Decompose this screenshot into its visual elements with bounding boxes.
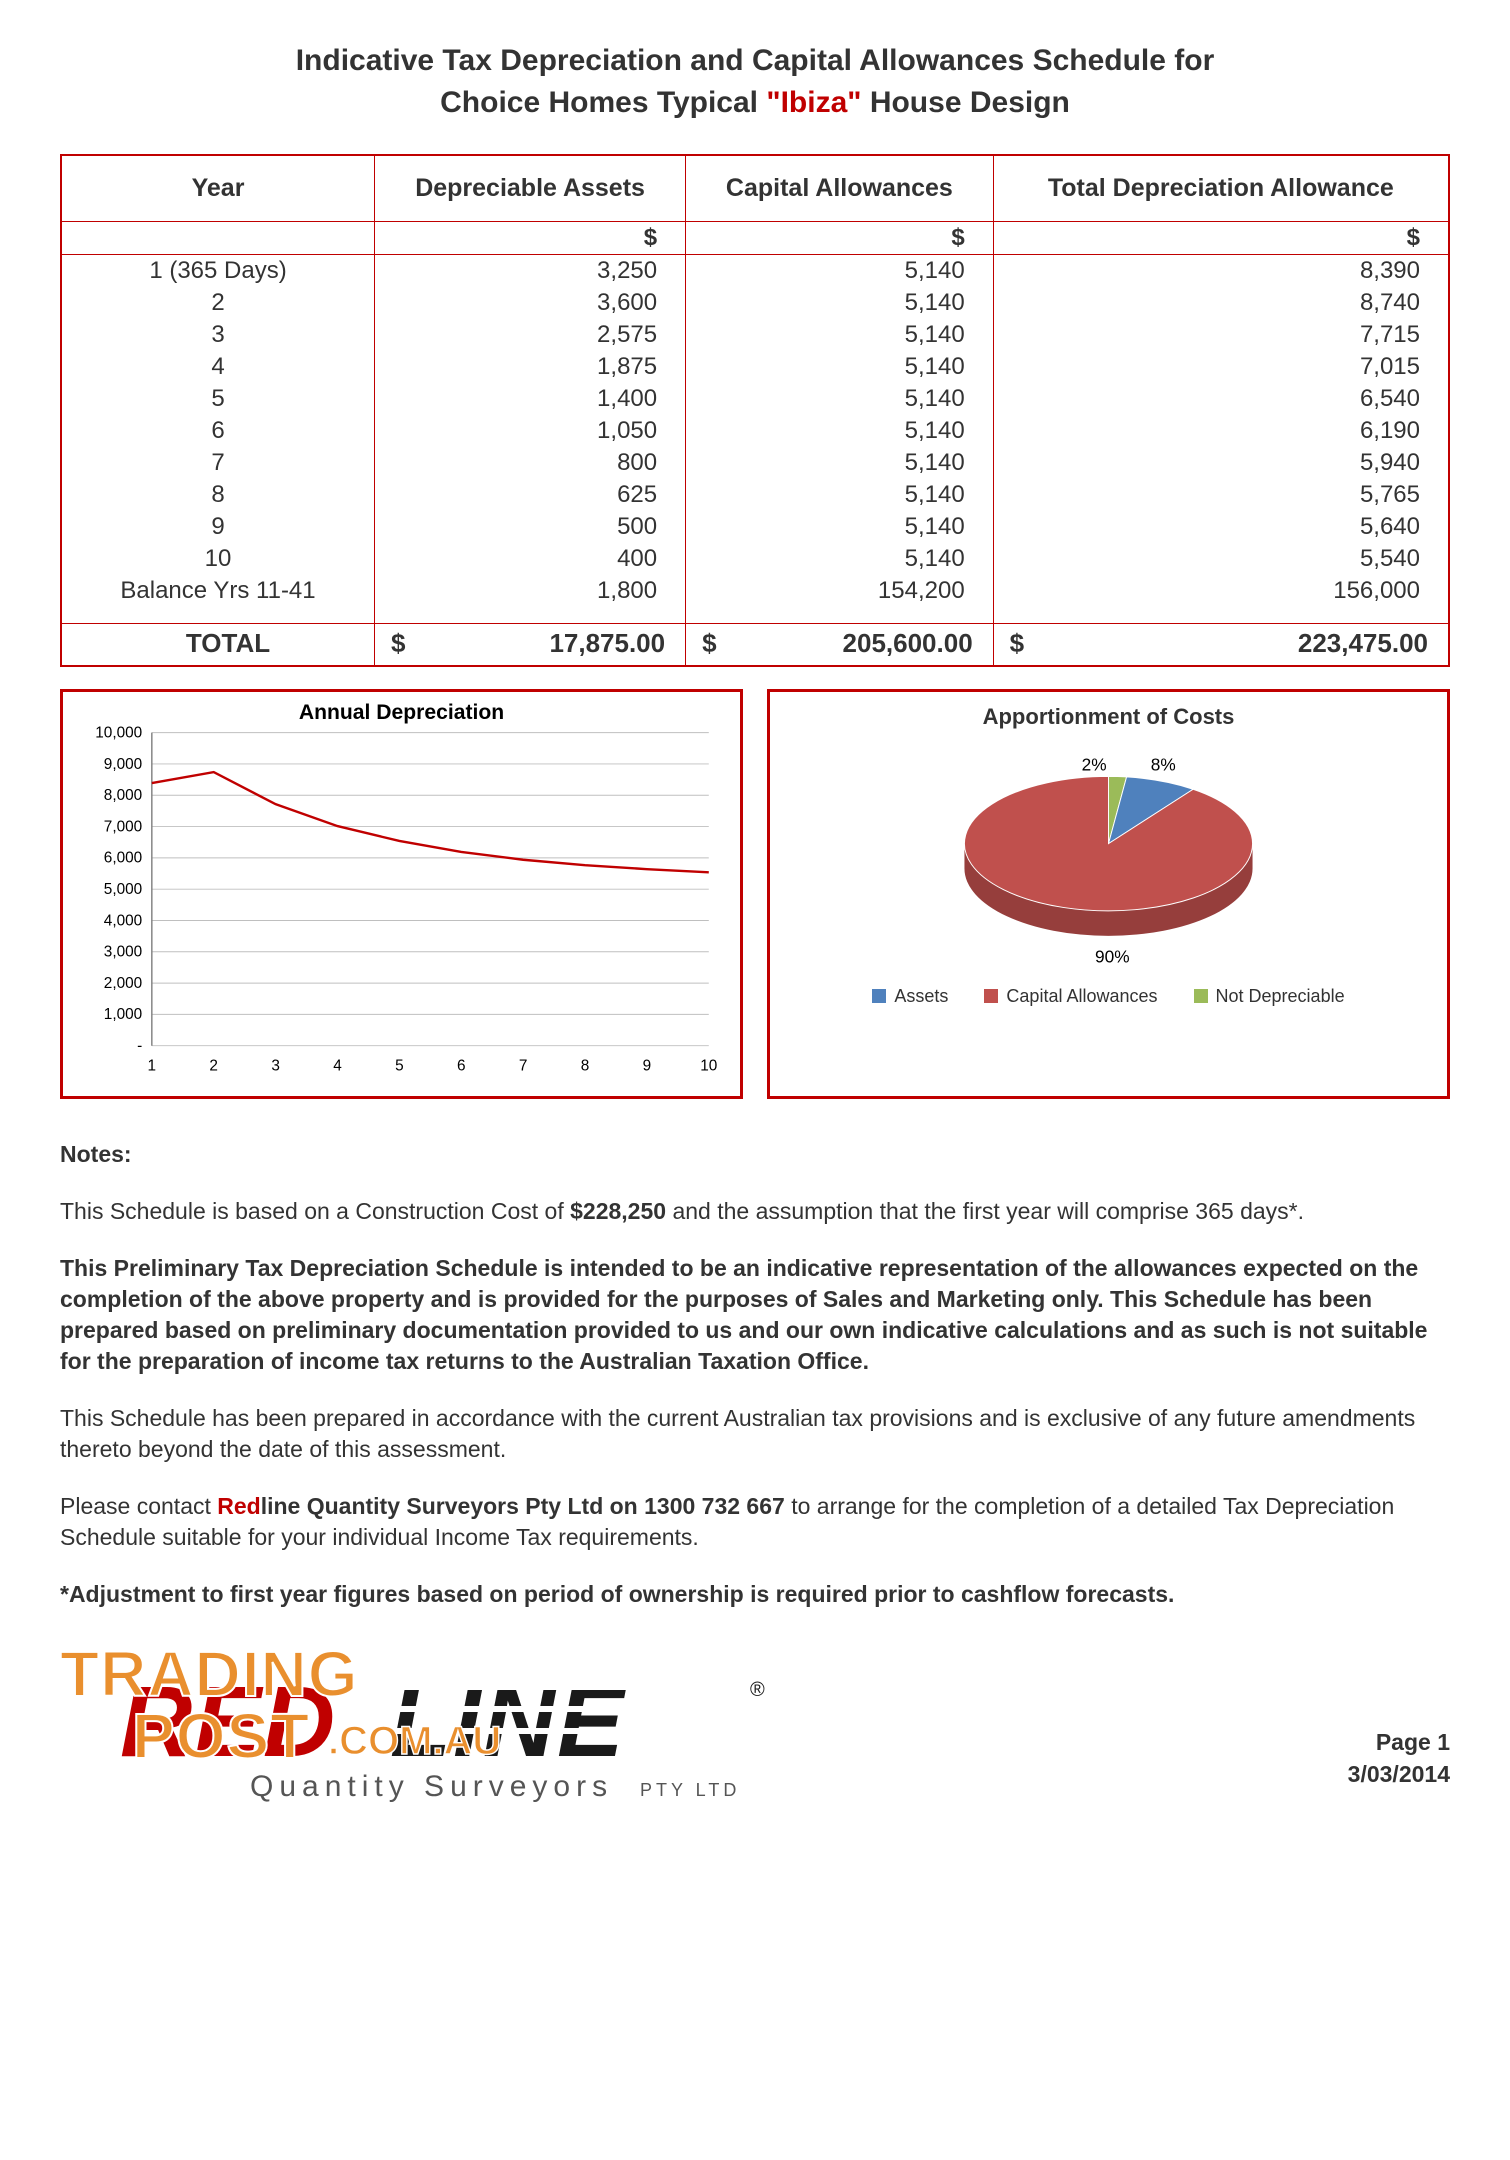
page-number: Page 1 <box>1348 1726 1450 1758</box>
svg-text:Annual Depreciation: Annual Depreciation <box>299 701 504 724</box>
table-row: 23,6005,1408,740 <box>61 287 1449 319</box>
title-line1: Indicative Tax Depreciation and Capital … <box>296 44 1215 77</box>
notes-p1: This Schedule is based on a Construction… <box>60 1196 1450 1227</box>
table-row: 95005,1405,640 <box>61 511 1449 543</box>
notes-p2: This Preliminary Tax Depreciation Schedu… <box>60 1253 1450 1377</box>
th-year: Year <box>61 155 375 222</box>
table-header-row: Year Depreciable Assets Capital Allowanc… <box>61 155 1449 222</box>
title-line2-q: "Ibiza" <box>766 86 861 119</box>
title-line2-post: House Design <box>861 86 1069 119</box>
pie-legend: Assets Capital Allowances Not Depreciable <box>782 986 1435 1007</box>
table-row: 1 (365 Days)3,2505,1408,390 <box>61 255 1449 288</box>
svg-text:2%: 2% <box>1082 754 1107 774</box>
svg-text:10: 10 <box>700 1057 717 1074</box>
charts-row: Annual Depreciation - 1,000 2,000 3,000 4,000… <box>60 689 1450 1099</box>
svg-text:3,000: 3,000 <box>104 943 142 960</box>
legend-item: Not Depreciable <box>1194 986 1345 1007</box>
svg-text:2,000: 2,000 <box>104 974 142 991</box>
svg-text:4: 4 <box>333 1057 342 1074</box>
notes-section: Notes: This Schedule is based on a Const… <box>60 1139 1450 1611</box>
svg-text:.COM.AU: .COM.AU <box>328 1719 501 1763</box>
annual-depreciation-chart: Annual Depreciation - 1,000 2,000 3,000 4,000… <box>75 700 728 1084</box>
pie-chart-title: Apportionment of Costs <box>782 704 1435 730</box>
legend-item: Assets <box>872 986 948 1007</box>
page-date: 3/03/2014 <box>1348 1758 1450 1790</box>
table-row: 104005,1405,540 <box>61 543 1449 575</box>
logo-area: REDLINE®Quantity SurveyorsPTY LTD TRADIN… <box>60 1636 900 1826</box>
svg-text:6,000: 6,000 <box>104 849 142 866</box>
th-assets: Depreciable Assets <box>375 155 686 222</box>
notes-heading: Notes: <box>60 1139 1450 1170</box>
table-row: 78005,1405,940 <box>61 447 1449 479</box>
legend-item: Capital Allowances <box>984 986 1157 1007</box>
notes-p5: *Adjustment to first year figures based … <box>60 1579 1450 1610</box>
svg-text:8,000: 8,000 <box>104 787 142 804</box>
svg-text:-: - <box>137 1037 142 1054</box>
svg-text:4,000: 4,000 <box>104 912 142 929</box>
page-title: Indicative Tax Depreciation and Capital … <box>60 40 1450 124</box>
notes-p3: This Schedule has been prepared in accor… <box>60 1403 1450 1465</box>
svg-text:8%: 8% <box>1151 754 1176 774</box>
table-row: 61,0505,1406,190 <box>61 415 1449 447</box>
svg-text:7,000: 7,000 <box>104 818 142 835</box>
svg-text:POST: POST <box>132 1700 310 1772</box>
depreciation-table: Year Depreciable Assets Capital Allowanc… <box>60 154 1450 667</box>
svg-text:1,000: 1,000 <box>104 1006 142 1023</box>
pie-chart-box: Apportionment of Costs 2% 8% 90% Assets Cap… <box>767 689 1450 1099</box>
th-capital: Capital Allowances <box>686 155 994 222</box>
svg-text:5: 5 <box>395 1057 404 1074</box>
svg-text:1: 1 <box>148 1057 157 1074</box>
table-row: 51,4005,1406,540 <box>61 383 1449 415</box>
table-total-row: TOTAL $17,875.00 $205,600.00 $223,475.00 <box>61 623 1449 666</box>
notes-p4: Please contact Redline Quantity Surveyor… <box>60 1491 1450 1553</box>
apportionment-pie-chart: 2% 8% 90% <box>782 738 1435 968</box>
table-row: 86255,1405,765 <box>61 479 1449 511</box>
table-row: 32,5755,1407,715 <box>61 319 1449 351</box>
svg-text:7: 7 <box>519 1057 528 1074</box>
svg-text:6: 6 <box>457 1057 466 1074</box>
tradingpost-logo: TRADINGPOST.COM.AU <box>60 1636 620 1786</box>
table-row: Balance Yrs 11-411,800154,200156,000 <box>61 575 1449 607</box>
svg-text:90%: 90% <box>1095 946 1130 966</box>
svg-text:3: 3 <box>271 1057 280 1074</box>
svg-text:5,000: 5,000 <box>104 880 142 897</box>
title-line2-pre: Choice Homes Typical <box>440 86 766 119</box>
table-row: 41,8755,1407,015 <box>61 351 1449 383</box>
th-total: Total Depreciation Allowance <box>993 155 1449 222</box>
svg-text:10,000: 10,000 <box>95 724 142 741</box>
svg-text:2: 2 <box>209 1057 218 1074</box>
page-info: Page 1 3/03/2014 <box>1348 1726 1450 1826</box>
svg-text:PTY LTD: PTY LTD <box>640 1780 740 1800</box>
svg-text:8: 8 <box>581 1057 590 1074</box>
line-chart-box: Annual Depreciation - 1,000 2,000 3,000 4,000… <box>60 689 743 1099</box>
svg-text:9: 9 <box>643 1057 652 1074</box>
page-footer: REDLINE®Quantity SurveyorsPTY LTD TRADIN… <box>60 1636 1450 1826</box>
svg-text:®: ® <box>750 1679 765 1701</box>
svg-text:9,000: 9,000 <box>104 755 142 772</box>
